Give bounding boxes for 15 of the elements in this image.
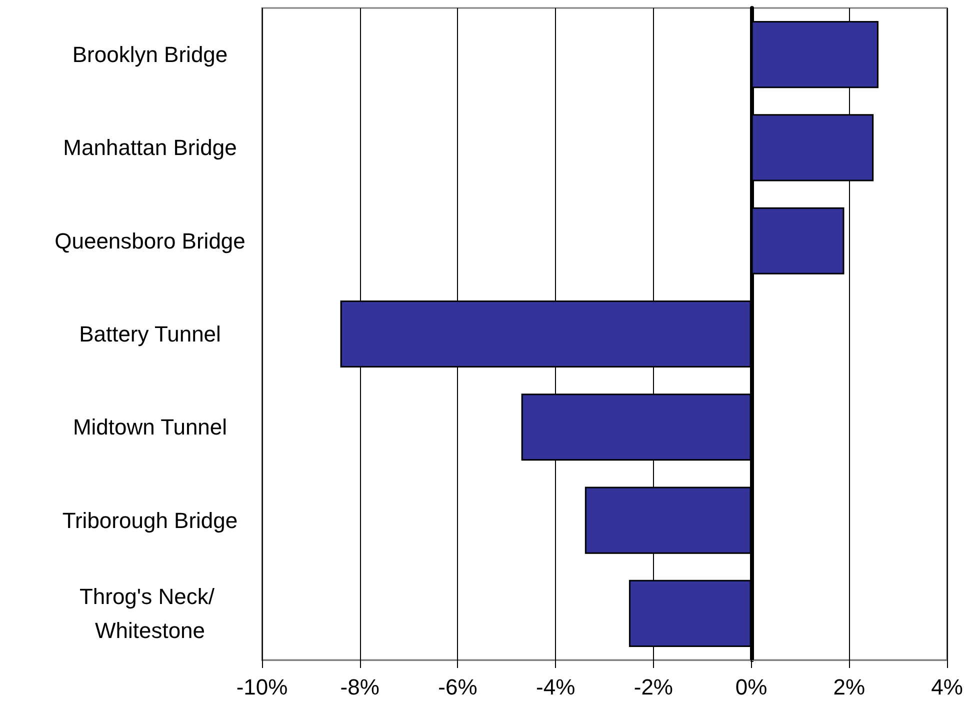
- y-tick-label: Throg's Neck/ Whitestone: [79, 584, 221, 643]
- x-tick-label: -2%: [634, 674, 673, 700]
- y-tick-label: Battery Tunnel: [79, 322, 221, 346]
- x-tick-label: -8%: [340, 674, 380, 700]
- x-tick-label: -10%: [236, 674, 288, 700]
- x-tick-label: 0%: [735, 674, 768, 700]
- x-tick-label: 2%: [833, 674, 866, 700]
- y-tick-label: Queensboro Bridge: [54, 228, 246, 254]
- y-tick-label: Manhattan Bridge: [63, 135, 237, 160]
- y-tick-label: Triborough Bridge: [62, 508, 238, 533]
- y-tick-label: Brooklyn Bridge: [72, 42, 228, 68]
- y-tick-label: Midtown Tunnel: [72, 414, 228, 440]
- x-tick-label: -6%: [438, 674, 478, 700]
- x-tick-label: -4%: [536, 674, 576, 700]
- x-tick-label: 4%: [931, 674, 963, 700]
